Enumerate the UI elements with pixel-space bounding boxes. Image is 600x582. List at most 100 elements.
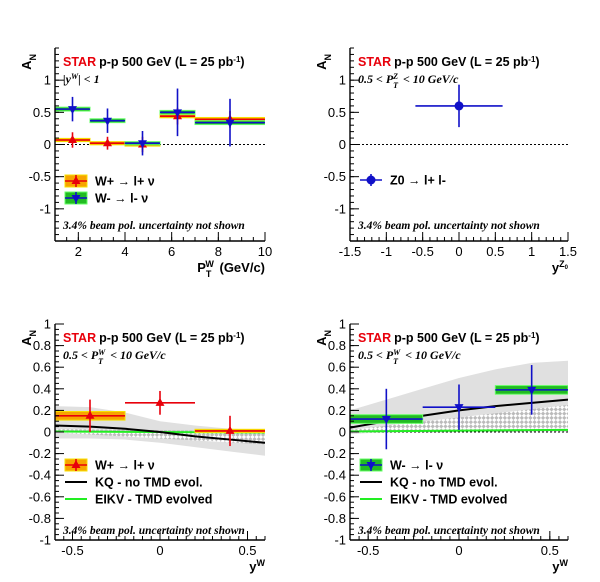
y-label-main: A (19, 60, 34, 70)
sub-a: 0.5 < P (63, 348, 99, 362)
x-label-sup: W (205, 259, 214, 269)
sub-d: < 10 GeV/c (400, 72, 459, 86)
x-axis-label: yZ0 (552, 259, 569, 275)
y-tick-label: -1 (39, 533, 51, 548)
x-label-sub: T (206, 269, 212, 279)
plot-area (55, 88, 265, 156)
legend-label: Z0 → l+ l- (390, 174, 446, 188)
y-tick-label: -0.6 (324, 489, 346, 504)
plot-area (350, 360, 568, 450)
y-axis-label: AN (314, 330, 333, 346)
x-label-main: y (552, 260, 560, 275)
beam-pol-note: 3.4% beam pol. uncertainty not shown (357, 220, 540, 232)
panel-title: STAR p-p 500 GeV (L = 25 pb-1) (63, 55, 245, 70)
panel-subtitle: 0.5 < PTW < 10 GeV/c (63, 348, 166, 366)
legend-label: EIKV - TMD evolved (95, 493, 212, 507)
y-tick-label: -0.8 (324, 511, 346, 526)
sub-a: |y (63, 72, 72, 86)
title-star: STAR (63, 55, 96, 69)
y-label-main: A (19, 336, 34, 346)
y-tick-label: 0 (44, 425, 51, 440)
data-point (454, 404, 464, 413)
y-tick-label: 1 (339, 317, 346, 332)
title-sup: -1 (528, 331, 536, 340)
panel-title: STAR p-p 500 GeV (L = 25 pb-1) (358, 55, 540, 70)
sub-d: < 10 GeV/c (107, 348, 166, 362)
sub-b: T (98, 357, 104, 366)
x-tick-label: -0.5 (411, 244, 433, 259)
sub-a: 0.5 < P (358, 72, 394, 86)
x-tick-label: 0.5 (541, 543, 559, 558)
title-star: STAR (358, 55, 391, 69)
sub-c: W (98, 348, 106, 357)
title-sup: -1 (233, 55, 241, 64)
y-tick-label: -0.2 (324, 446, 346, 461)
panel-title: STAR p-p 500 GeV (L = 25 pb-1) (358, 331, 540, 346)
y-axis-label: AN (19, 54, 38, 70)
y-tick-label: 0.2 (33, 403, 51, 418)
y-tick-label: 0.8 (328, 338, 346, 353)
sub-c: | < 1 (78, 72, 99, 86)
y-tick-label: -0.4 (324, 468, 346, 483)
y-tick-label: -0.5 (29, 169, 51, 184)
legend-label: KQ - no TMD evol. (95, 476, 203, 490)
x-axis-label: PTW (GeV/c) (197, 259, 265, 279)
legend-label: W- → l- ν (390, 459, 443, 473)
x-tick-label: 8 (215, 244, 222, 259)
y-tick-label: -0.8 (29, 511, 51, 526)
x-tick-label: 0.5 (238, 543, 256, 558)
data-point (381, 416, 391, 425)
sub-c: W (393, 348, 401, 357)
legend-marker (366, 462, 376, 470)
legend-marker (71, 195, 81, 203)
panel-subtitle: 0.5 < PTW < 10 GeV/c (358, 348, 461, 366)
legend-label: W- → l- ν (95, 192, 148, 206)
data-point (68, 106, 77, 115)
y-tick-label: -0.4 (29, 468, 51, 483)
title-close: ) (535, 55, 539, 69)
panel-title: STAR p-p 500 GeV (L = 25 pb-1) (63, 331, 245, 346)
x-label-sup: Z (559, 259, 565, 269)
legend-marker (366, 175, 376, 185)
title-sup: -1 (233, 331, 241, 340)
legend-label: EIKV - TMD evolved (390, 493, 507, 507)
title-rest: p-p 500 GeV (L = 25 pb (99, 55, 234, 69)
data-point (225, 119, 235, 128)
y-tick-label: -0.6 (29, 489, 51, 504)
beam-pol-note: 3.4% beam pol. uncertainty not shown (357, 525, 540, 537)
panel-subtitle: 0.5 < PTZ < 10 GeV/c (358, 72, 459, 90)
panel-3: -1 -0.8 -0.6 -0.4 -0.2 0 0.2 0.4 0.6 0.8 1 -0.5 0 0.5… (19, 317, 266, 574)
y-tick-label: -1 (334, 201, 346, 216)
sub-d: < 10 GeV/c (402, 348, 461, 362)
x-tick-label: 0 (455, 244, 462, 259)
y-tick-label: 0.8 (33, 338, 51, 353)
data-point (454, 101, 464, 111)
y-label-sub: N (323, 330, 333, 337)
title-close: ) (240, 55, 244, 69)
x-label-sup: W (257, 558, 266, 568)
title-star: STAR (63, 331, 96, 345)
x-tick-label: 0 (455, 543, 462, 558)
x-tick-label: 1 (528, 244, 535, 259)
data-point (225, 425, 235, 434)
data-point (103, 117, 112, 126)
data-point (138, 140, 147, 149)
x-tick-label: -0.5 (357, 543, 379, 558)
y-tick-label: -1 (334, 533, 346, 548)
x-tick-label: 6 (168, 244, 175, 259)
y-tick-label: -0.5 (324, 169, 346, 184)
x-label-sup: W (560, 558, 569, 568)
y-tick-label: 0.4 (33, 381, 51, 396)
y-label-main: A (314, 336, 329, 346)
x-axis-label: yW (249, 558, 265, 574)
y-tick-label: 0.6 (328, 360, 346, 375)
x-tick-label: 2 (75, 244, 82, 259)
y-tick-label: -0.2 (29, 446, 51, 461)
y-tick-label: 0.5 (328, 105, 346, 120)
title-star: STAR (358, 331, 391, 345)
y-tick-label: 0 (339, 137, 346, 152)
y-label-main: A (314, 60, 329, 70)
sub-b: W (71, 72, 79, 81)
panel-subtitle: |yW| < 1 (63, 72, 100, 87)
